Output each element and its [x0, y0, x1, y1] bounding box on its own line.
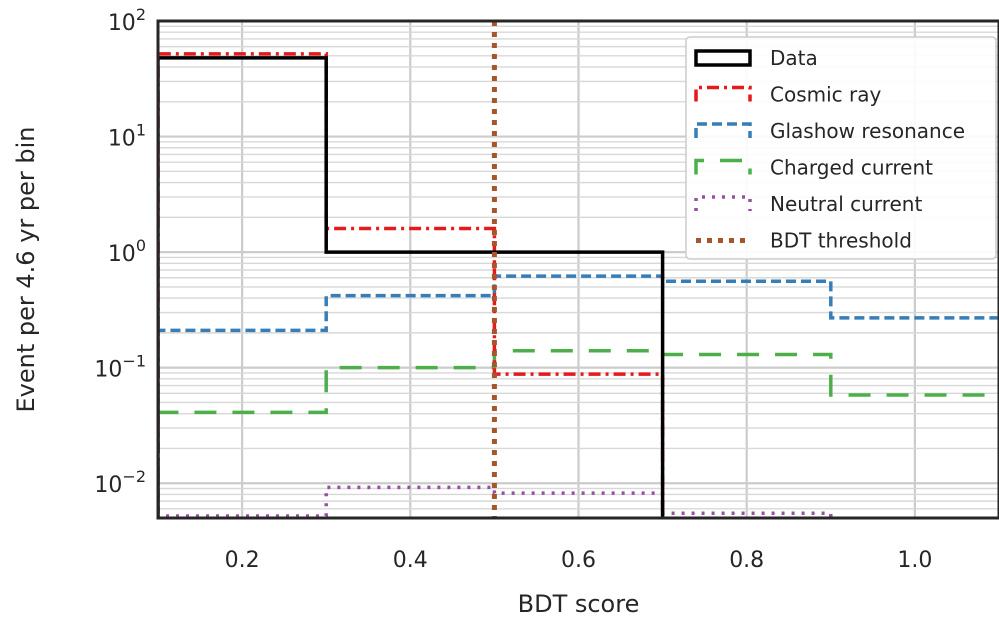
legend-label: BDT threshold: [770, 229, 912, 253]
x-tick-label: 1.0: [897, 548, 932, 573]
x-tick-label: 0.6: [561, 548, 596, 573]
y-tick-label: 10−1: [94, 352, 146, 383]
legend-label: Cosmic ray: [770, 83, 881, 107]
legend-handle-data: [694, 49, 752, 67]
y-tick-label: 101: [108, 121, 146, 152]
y-tick-label: 102: [108, 5, 146, 36]
series-layer: [158, 21, 999, 518]
x-tick-label: 0.4: [393, 548, 428, 573]
legend-handle-glashow-resonance: [694, 122, 752, 138]
y-axis-label: Event per 4.6 yr per bin: [12, 127, 40, 413]
legend-handle-neutral-current: [694, 195, 752, 211]
legend-label: Neutral current: [770, 192, 922, 216]
legend: Data Cosmic ray Glashow resonance Charged c…: [685, 36, 997, 260]
legend-handle-charged-current: [694, 158, 752, 175]
legend-label: Data: [770, 46, 818, 70]
legend-label: Charged current: [770, 156, 933, 180]
legend-box: [685, 36, 997, 260]
legend-label: Glashow resonance: [770, 119, 965, 143]
series-cosmic-ray: [158, 52, 665, 518]
x-tick-label: 0.2: [225, 548, 260, 573]
plot-frame: [156, 19, 999, 520]
x-tick-label: 0.8: [729, 548, 764, 573]
series-data: [158, 56, 665, 518]
legend-handle-cosmic-ray: [694, 85, 752, 102]
y-axis-ticks: 102 101 100 10−1 10−2: [94, 5, 146, 498]
x-axis-ticks: 0.2 0.4 0.6 0.8 1.0: [225, 548, 933, 573]
x-axis-label: BDT score: [518, 590, 640, 618]
y-tick-label: 100: [108, 236, 146, 267]
y-tick-label: 10−2: [94, 467, 146, 498]
